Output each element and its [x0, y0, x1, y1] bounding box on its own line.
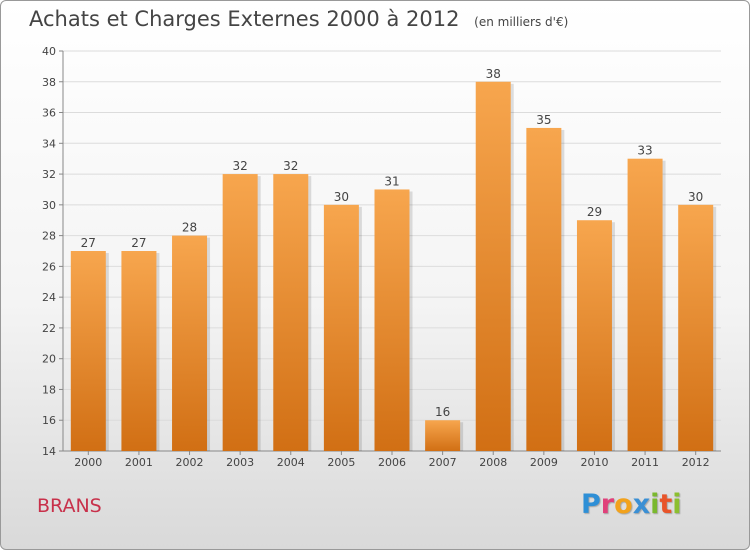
data-label: 32	[283, 159, 298, 173]
y-tick-label: 34	[42, 137, 56, 150]
y-tick-label: 30	[42, 199, 56, 212]
bar-2007	[425, 420, 461, 451]
bar-2004	[273, 174, 309, 452]
y-tick-label: 26	[42, 260, 56, 273]
data-label: 29	[587, 205, 602, 219]
logo-letter: r	[600, 489, 615, 520]
y-tick-label: 36	[42, 107, 56, 120]
y-tick-label: 22	[42, 322, 56, 335]
y-tick-label: 14	[42, 445, 56, 458]
data-label: 27	[131, 236, 146, 250]
x-tick-label: 2008	[479, 456, 507, 469]
logo-letter: o	[614, 489, 633, 520]
y-tick-label: 16	[42, 414, 56, 427]
x-tick-label: 2000	[74, 456, 102, 469]
data-label: 32	[233, 159, 248, 173]
bar-2000	[70, 251, 106, 451]
x-tick-label: 2010	[580, 456, 608, 469]
x-tick-label: 2005	[327, 456, 355, 469]
data-label: 28	[182, 221, 197, 235]
bar-2008	[475, 81, 511, 452]
commune-name: BRANS	[37, 495, 102, 517]
bar-2003	[222, 174, 258, 452]
x-tick-label: 2003	[226, 456, 254, 469]
x-tick-label: 2012	[682, 456, 710, 469]
logo-letter: P	[581, 489, 601, 520]
chart-title-text: Achats et Charges Externes 2000 à 2012	[29, 7, 460, 31]
proxiti-logo: Proxiti	[581, 489, 682, 520]
bar-2005	[323, 204, 359, 451]
x-tick-label: 2002	[176, 456, 204, 469]
chart-subtitle: (en milliers d'€)	[474, 15, 569, 29]
chart-title: Achats et Charges Externes 2000 à 2012 (…	[29, 7, 568, 31]
logo-letter: i	[672, 489, 682, 520]
bars	[70, 81, 717, 452]
bar-2001	[121, 251, 157, 451]
data-label: 30	[688, 190, 703, 204]
logo-letter: x	[632, 489, 651, 520]
x-tick-label: 2006	[378, 456, 406, 469]
data-label: 27	[81, 236, 96, 250]
x-tick-label: 2007	[429, 456, 457, 469]
x-tick-label: 2011	[631, 456, 659, 469]
bar-2009	[526, 127, 562, 451]
data-label: 31	[384, 174, 399, 188]
y-tick-label: 32	[42, 168, 56, 181]
bar-2002	[172, 235, 208, 451]
bar-2011	[627, 158, 663, 451]
data-labels: 27 27 28 32 32 30 31 16 38 35 29 33 30	[81, 67, 704, 419]
y-tick-label: 20	[42, 353, 56, 366]
bar-2006	[374, 189, 410, 451]
data-label: 33	[637, 144, 652, 158]
y-tick-label: 40	[42, 45, 56, 58]
y-tick-label: 28	[42, 230, 56, 243]
logo-letter: i	[650, 489, 660, 520]
y-tick-label: 18	[42, 383, 56, 396]
y-tick-label: 38	[42, 76, 56, 89]
x-tick-label: 2004	[277, 456, 305, 469]
data-label: 16	[435, 405, 450, 419]
x-tick-label: 2009	[530, 456, 558, 469]
bar-2012	[678, 204, 714, 451]
y-tick-label: 24	[42, 291, 56, 304]
logo-letter: t	[659, 489, 673, 520]
data-label: 30	[334, 190, 349, 204]
bar-2010	[576, 220, 612, 451]
data-label: 35	[536, 113, 551, 127]
data-label: 38	[486, 67, 501, 81]
x-tick-label: 2001	[125, 456, 153, 469]
